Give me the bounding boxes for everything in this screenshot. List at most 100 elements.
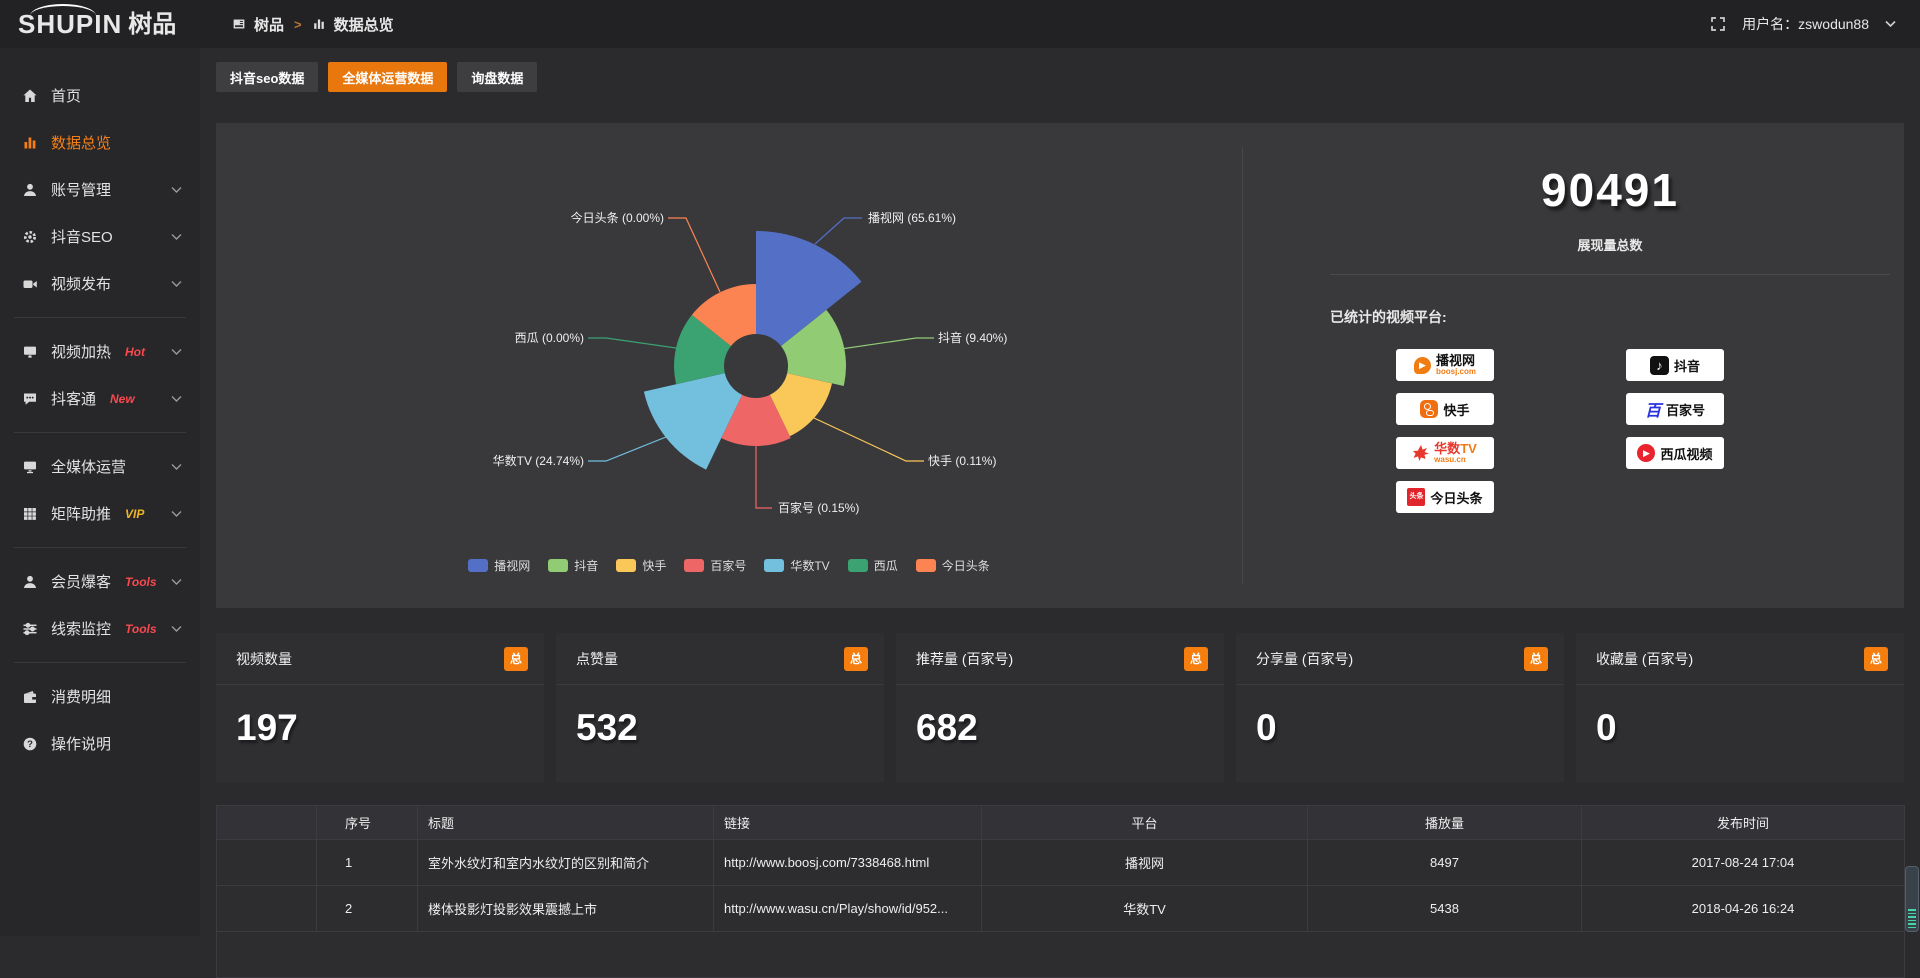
topbar-right: 用户名：zswodun88 <box>1710 14 1920 34</box>
col-header-platform: 平台 <box>982 806 1308 840</box>
hot-tag: Hot <box>125 345 145 359</box>
baijiahao-logo-icon: 百 <box>1645 397 1661 421</box>
pie-label-baijiahao: 百家号 (0.15%) <box>778 500 859 515</box>
platforms-label: 已统计的视频平台: <box>1330 307 1890 327</box>
chevron-down-icon <box>171 233 182 241</box>
legend-item[interactable]: 抖音 <box>548 557 598 574</box>
stat-card-shares: 分享量 (百家号)总 0 <box>1236 633 1564 782</box>
sidebar-divider <box>14 547 186 548</box>
total-badge[interactable]: 总 <box>504 647 528 671</box>
cell-link[interactable]: http://www.boosj.com/7338468.html <box>714 840 982 886</box>
chevron-down-icon <box>171 510 182 518</box>
chevron-down-icon <box>171 348 182 356</box>
chart-legend: 播视网 抖音 快手 百家号 华数TV 西瓜 今日头条 <box>216 557 1242 574</box>
sidebar-item-label: 线索监控 <box>51 618 111 639</box>
tab-inquiry-data[interactable]: 询盘数据 <box>457 62 537 92</box>
sidebar-item-member-burst[interactable]: 会员爆客 Tools <box>0 558 200 605</box>
fullscreen-icon[interactable] <box>1710 16 1726 32</box>
sidebar-item-spend-detail[interactable]: 消费明细 <box>0 673 200 720</box>
card-value: 0 <box>1236 685 1564 749</box>
card-value: 532 <box>556 685 884 749</box>
sidebar-item-label: 抖客通 <box>51 388 96 409</box>
total-badge[interactable]: 总 <box>1184 647 1208 671</box>
sidebar-divider <box>14 662 186 663</box>
sidebar-item-video-publish[interactable]: 视频发布 <box>0 260 200 307</box>
grid-icon <box>22 506 38 522</box>
impressions-total-value: 90491 <box>1330 163 1890 217</box>
logo-text-cn: 树品 <box>128 13 176 37</box>
username-label[interactable]: 用户名：zswodun88 <box>1742 14 1869 34</box>
badge-sublabel: wasu.cn <box>1434 456 1477 464</box>
pie-slices[interactable] <box>644 231 862 470</box>
badge-label: 抖音 <box>1674 356 1700 375</box>
cell-views: 5438 <box>1308 886 1582 932</box>
user-icon <box>22 182 38 198</box>
legend-label: 播视网 <box>494 557 530 574</box>
sidebar-item-omnimedia[interactable]: 全媒体运营 <box>0 443 200 490</box>
col-header-time: 发布时间 <box>1582 806 1905 840</box>
bar-chart-icon <box>312 17 326 31</box>
legend-item[interactable]: 今日头条 <box>916 557 990 574</box>
cell-title[interactable]: 室外水纹灯和室内水纹灯的区别和简介 <box>418 840 714 886</box>
total-badge[interactable]: 总 <box>1864 647 1888 671</box>
cell-time: 2018-04-26 16:24 <box>1582 886 1905 932</box>
chevron-down-icon <box>171 463 182 471</box>
sidebar-item-video-heat[interactable]: 视频加热 Hot <box>0 328 200 375</box>
card-value: 0 <box>1576 685 1904 749</box>
total-badge[interactable]: 总 <box>844 647 868 671</box>
legend-item[interactable]: 百家号 <box>684 557 746 574</box>
cell-title[interactable]: 楼体投影灯投影效果震撼上市 <box>418 886 714 932</box>
summary-divider <box>1330 274 1890 275</box>
sidebar-item-data-overview[interactable]: 数据总览 <box>0 119 200 166</box>
scrollbar-thumb[interactable] <box>1905 866 1919 932</box>
sliders-icon <box>22 621 38 637</box>
cell-link[interactable]: http://www.wasu.cn/Play/show/id/952... <box>714 886 982 932</box>
tab-omnimedia-data[interactable]: 全媒体运营数据 <box>328 62 447 92</box>
sidebar-item-account[interactable]: 账号管理 <box>0 166 200 213</box>
legend-item[interactable]: 华数TV <box>764 557 829 574</box>
total-badge[interactable]: 总 <box>1524 647 1548 671</box>
sidebar-item-help[interactable]: ? 操作说明 <box>0 720 200 767</box>
sidebar-item-label: 操作说明 <box>51 733 111 754</box>
sidebar-item-home[interactable]: 首页 <box>0 72 200 119</box>
breadcrumb-current[interactable]: 数据总览 <box>334 14 394 35</box>
cell-no: 2 <box>317 886 418 932</box>
wasu-logo-icon <box>1413 445 1429 461</box>
legend-item[interactable]: 快手 <box>616 557 666 574</box>
legend-item[interactable]: 播视网 <box>468 557 530 574</box>
badge-label: 播视网 <box>1436 354 1476 367</box>
pie-label-toutiao: 今日头条 (0.00%) <box>571 210 664 225</box>
rose-chart-svg: 播视网 (65.61%) 抖音 (9.40%) 快手 (0.11%) 百家号 (… <box>216 123 1242 533</box>
topbar: SHUPIN 树品 树品 > 数据总览 用户名：zswodun88 <box>0 0 1920 48</box>
sidebar-item-label: 首页 <box>51 85 81 106</box>
pie-label-wasu: 华数TV (24.74%) <box>493 453 584 468</box>
chart-panel: 播视网 (65.61%) 抖音 (9.40%) 快手 (0.11%) 百家号 (… <box>216 123 1904 608</box>
tools-tag: Tools <box>125 622 157 636</box>
sidebar-item-label: 全媒体运营 <box>51 456 126 477</box>
impressions-total-label: 展现量总数 <box>1330 235 1890 254</box>
table-row: 2 楼体投影灯投影效果震撼上市 http://www.wasu.cn/Play/… <box>217 886 1905 932</box>
pie-label-boosj: 播视网 (65.61%) <box>868 210 956 225</box>
badge-label: 百家号 <box>1666 400 1705 419</box>
legend-item[interactable]: 西瓜 <box>848 557 898 574</box>
legend-label: 今日头条 <box>942 557 990 574</box>
legend-swatch <box>764 559 784 572</box>
tab-douyin-seo-data[interactable]: 抖音seo数据 <box>216 62 318 92</box>
stat-card-video-count: 视频数量总 197 <box>216 633 544 782</box>
xigua-logo-icon: ▶ <box>1637 444 1655 462</box>
legend-swatch <box>684 559 704 572</box>
sidebar-item-label: 矩阵助推 <box>51 503 111 524</box>
sidebar-item-douyin-seo[interactable]: 抖音SEO <box>0 213 200 260</box>
sidebar-item-doukotong[interactable]: 抖客通 New <box>0 375 200 422</box>
douyin-logo-icon: ♪ <box>1650 356 1669 375</box>
sidebar-item-lead-monitor[interactable]: 线索监控 Tools <box>0 605 200 652</box>
table-row: 1 室外水纹灯和室内水纹灯的区别和简介 http://www.boosj.com… <box>217 840 1905 886</box>
chevron-down-icon[interactable] <box>1885 20 1896 28</box>
badge-label: 快手 <box>1443 400 1469 419</box>
sidebar-item-matrix-boost[interactable]: 矩阵助推 VIP <box>0 490 200 537</box>
chevron-down-icon <box>171 395 182 403</box>
badge-xigua: ▶ 西瓜视频 <box>1626 437 1724 469</box>
breadcrumb-root[interactable]: 树品 <box>254 14 284 35</box>
